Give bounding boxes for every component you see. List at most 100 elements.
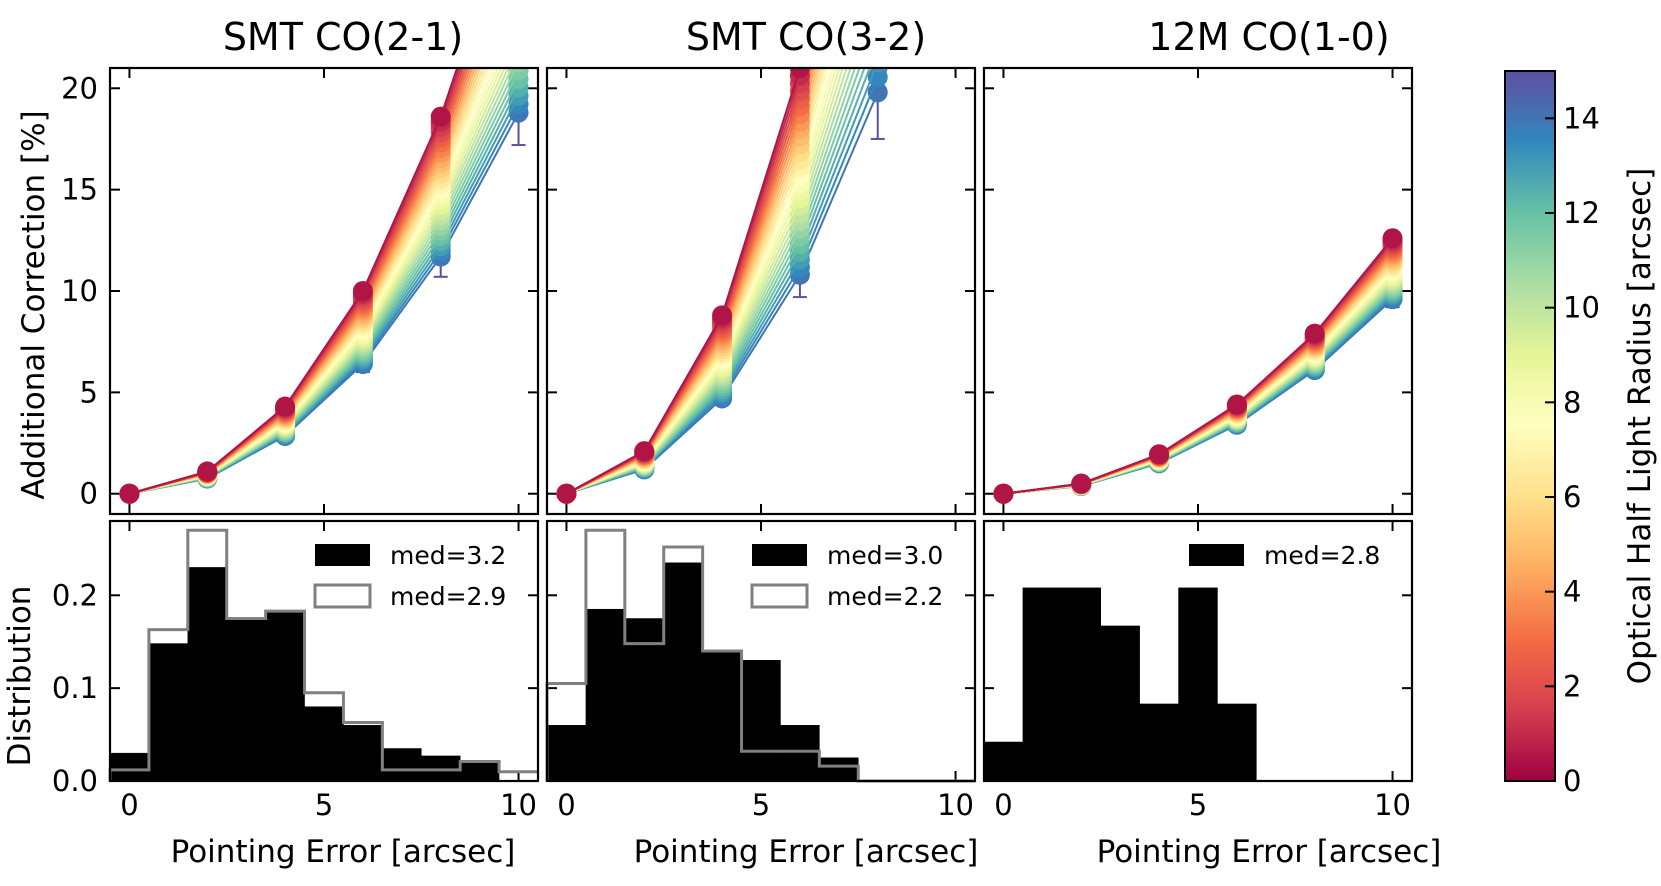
hist-bar bbox=[1217, 703, 1257, 782]
panel-title-3: 12M CO(1-0) bbox=[1148, 15, 1389, 59]
hist-bar bbox=[265, 610, 305, 782]
hist-bar bbox=[1061, 587, 1101, 782]
hist-outline bbox=[545, 528, 975, 783]
y-tick-label: 0.2 bbox=[52, 578, 98, 612]
hist-bar bbox=[780, 725, 820, 782]
curve-point bbox=[993, 483, 1014, 504]
x-tick-label: 10 bbox=[1374, 788, 1411, 822]
curve-point bbox=[712, 305, 733, 326]
curve-line bbox=[1003, 239, 1394, 495]
curve-point bbox=[634, 441, 655, 462]
hist-bar bbox=[148, 643, 189, 782]
legend-filled-swatch bbox=[1189, 544, 1244, 566]
curve-line bbox=[1003, 269, 1394, 495]
hist-bar bbox=[819, 757, 859, 782]
hist-bar bbox=[1022, 587, 1063, 782]
curve-line bbox=[1003, 237, 1394, 495]
curve-point bbox=[1304, 323, 1325, 344]
colorbar-tick-label: 4 bbox=[1563, 575, 1581, 609]
legend-outline-swatch bbox=[750, 583, 809, 609]
axes-frame bbox=[108, 519, 540, 783]
legend-filled-swatch bbox=[315, 544, 370, 566]
curve-line bbox=[1003, 255, 1394, 495]
x-tick-label: 5 bbox=[1189, 788, 1207, 822]
bottom-panel-3: 0 5 10 med=2.8 bbox=[982, 519, 1414, 822]
curve-point bbox=[275, 396, 296, 417]
colorbar-ticks: 0 2 4 6 8 10 12 14 bbox=[1545, 101, 1600, 798]
axes-frame bbox=[545, 519, 977, 783]
colorbar-label: Optical Half Light Radius [arcsec] bbox=[1622, 168, 1658, 685]
curve-line bbox=[129, 112, 520, 495]
curve-line bbox=[1003, 257, 1394, 495]
x-tick-label: 0 bbox=[557, 788, 575, 822]
colorbar-tick-label: 8 bbox=[1563, 385, 1581, 419]
curve-line bbox=[1003, 248, 1394, 495]
curve-line bbox=[1003, 262, 1394, 495]
curve-point bbox=[509, 10, 529, 30]
curve-point bbox=[509, 0, 529, 13]
axes-frame bbox=[982, 66, 1414, 516]
legend-outline-swatch bbox=[313, 583, 372, 609]
top-panel-1: 0 5 10 15 20 bbox=[61, 0, 540, 516]
hist-bar bbox=[109, 752, 150, 782]
hist-bar bbox=[663, 562, 703, 782]
curve-point bbox=[1149, 444, 1170, 465]
curve-line bbox=[1003, 251, 1394, 495]
curve-point bbox=[509, 27, 529, 47]
bottom-panel-2: 0 5 10 med=3.0 med=2.2 bbox=[545, 519, 977, 822]
colorbar-tick-label: 10 bbox=[1563, 291, 1600, 325]
curve-point bbox=[1071, 473, 1092, 494]
panels: 0 5 10 15 20 0.0 0.1 0.2 0 5 10 med=3.2 med=2.9 0 5 10 m… bbox=[52, 0, 1414, 822]
panel-title-1: SMT CO(2-1) bbox=[223, 15, 463, 59]
curve-line bbox=[1003, 271, 1394, 495]
hist-bar bbox=[187, 567, 227, 782]
curve-point bbox=[352, 281, 373, 301]
curve-line bbox=[1003, 273, 1394, 495]
curve-line bbox=[1003, 266, 1394, 495]
top-panel-2 bbox=[545, 66, 977, 516]
hist-bar bbox=[343, 725, 383, 782]
curve-point bbox=[509, 2, 529, 22]
hist-bar bbox=[624, 618, 664, 782]
curve-point bbox=[556, 483, 577, 504]
curve-line bbox=[1003, 264, 1394, 495]
curve-point bbox=[509, 0, 529, 5]
curve-line bbox=[1003, 253, 1394, 495]
curve-line bbox=[129, 68, 459, 495]
y-tick-label: 5 bbox=[80, 375, 98, 409]
axes-frame bbox=[545, 66, 977, 516]
curve-line bbox=[1003, 244, 1394, 495]
curve-point bbox=[509, 44, 529, 64]
x-axis-label-3: Pointing Error [arcsec] bbox=[1097, 834, 1442, 870]
curves bbox=[119, 0, 529, 504]
legend-outline-label: med=2.9 bbox=[390, 582, 506, 611]
curves bbox=[556, 68, 888, 504]
hist-bar bbox=[1139, 703, 1179, 782]
hist-bar bbox=[459, 762, 500, 782]
x-axis-label-2: Pointing Error [arcsec] bbox=[634, 834, 979, 870]
colorbar-tick-label: 0 bbox=[1563, 764, 1581, 798]
curve-point bbox=[1382, 228, 1403, 249]
curve-point bbox=[509, 35, 529, 55]
bottom-panel-1: 0.0 0.1 0.2 0 5 10 med=3.2 med=2.9 bbox=[52, 519, 540, 822]
curve-line bbox=[1003, 246, 1394, 495]
colorbar-tick-label: 6 bbox=[1563, 480, 1581, 514]
y-tick-label: 10 bbox=[61, 274, 98, 308]
curve-point bbox=[119, 483, 140, 504]
hist-bar bbox=[226, 618, 266, 782]
hist-bar bbox=[741, 660, 781, 782]
axes-frame bbox=[982, 519, 1414, 783]
axes-frame bbox=[108, 66, 540, 516]
curve-line bbox=[1003, 260, 1394, 495]
hist-bar bbox=[304, 706, 344, 782]
top-y-axis-label: Additional Correction [%] bbox=[16, 110, 52, 499]
y-tick-label: 0 bbox=[80, 477, 98, 511]
curve-point bbox=[1226, 394, 1247, 415]
y-tick-label: 20 bbox=[61, 71, 98, 105]
x-tick-label: 10 bbox=[937, 788, 974, 822]
curve-point bbox=[197, 461, 218, 482]
legend-filled-label: med=3.2 bbox=[390, 541, 506, 570]
hist-bar bbox=[1100, 625, 1140, 782]
legend-outline-label: med=2.2 bbox=[827, 582, 943, 611]
